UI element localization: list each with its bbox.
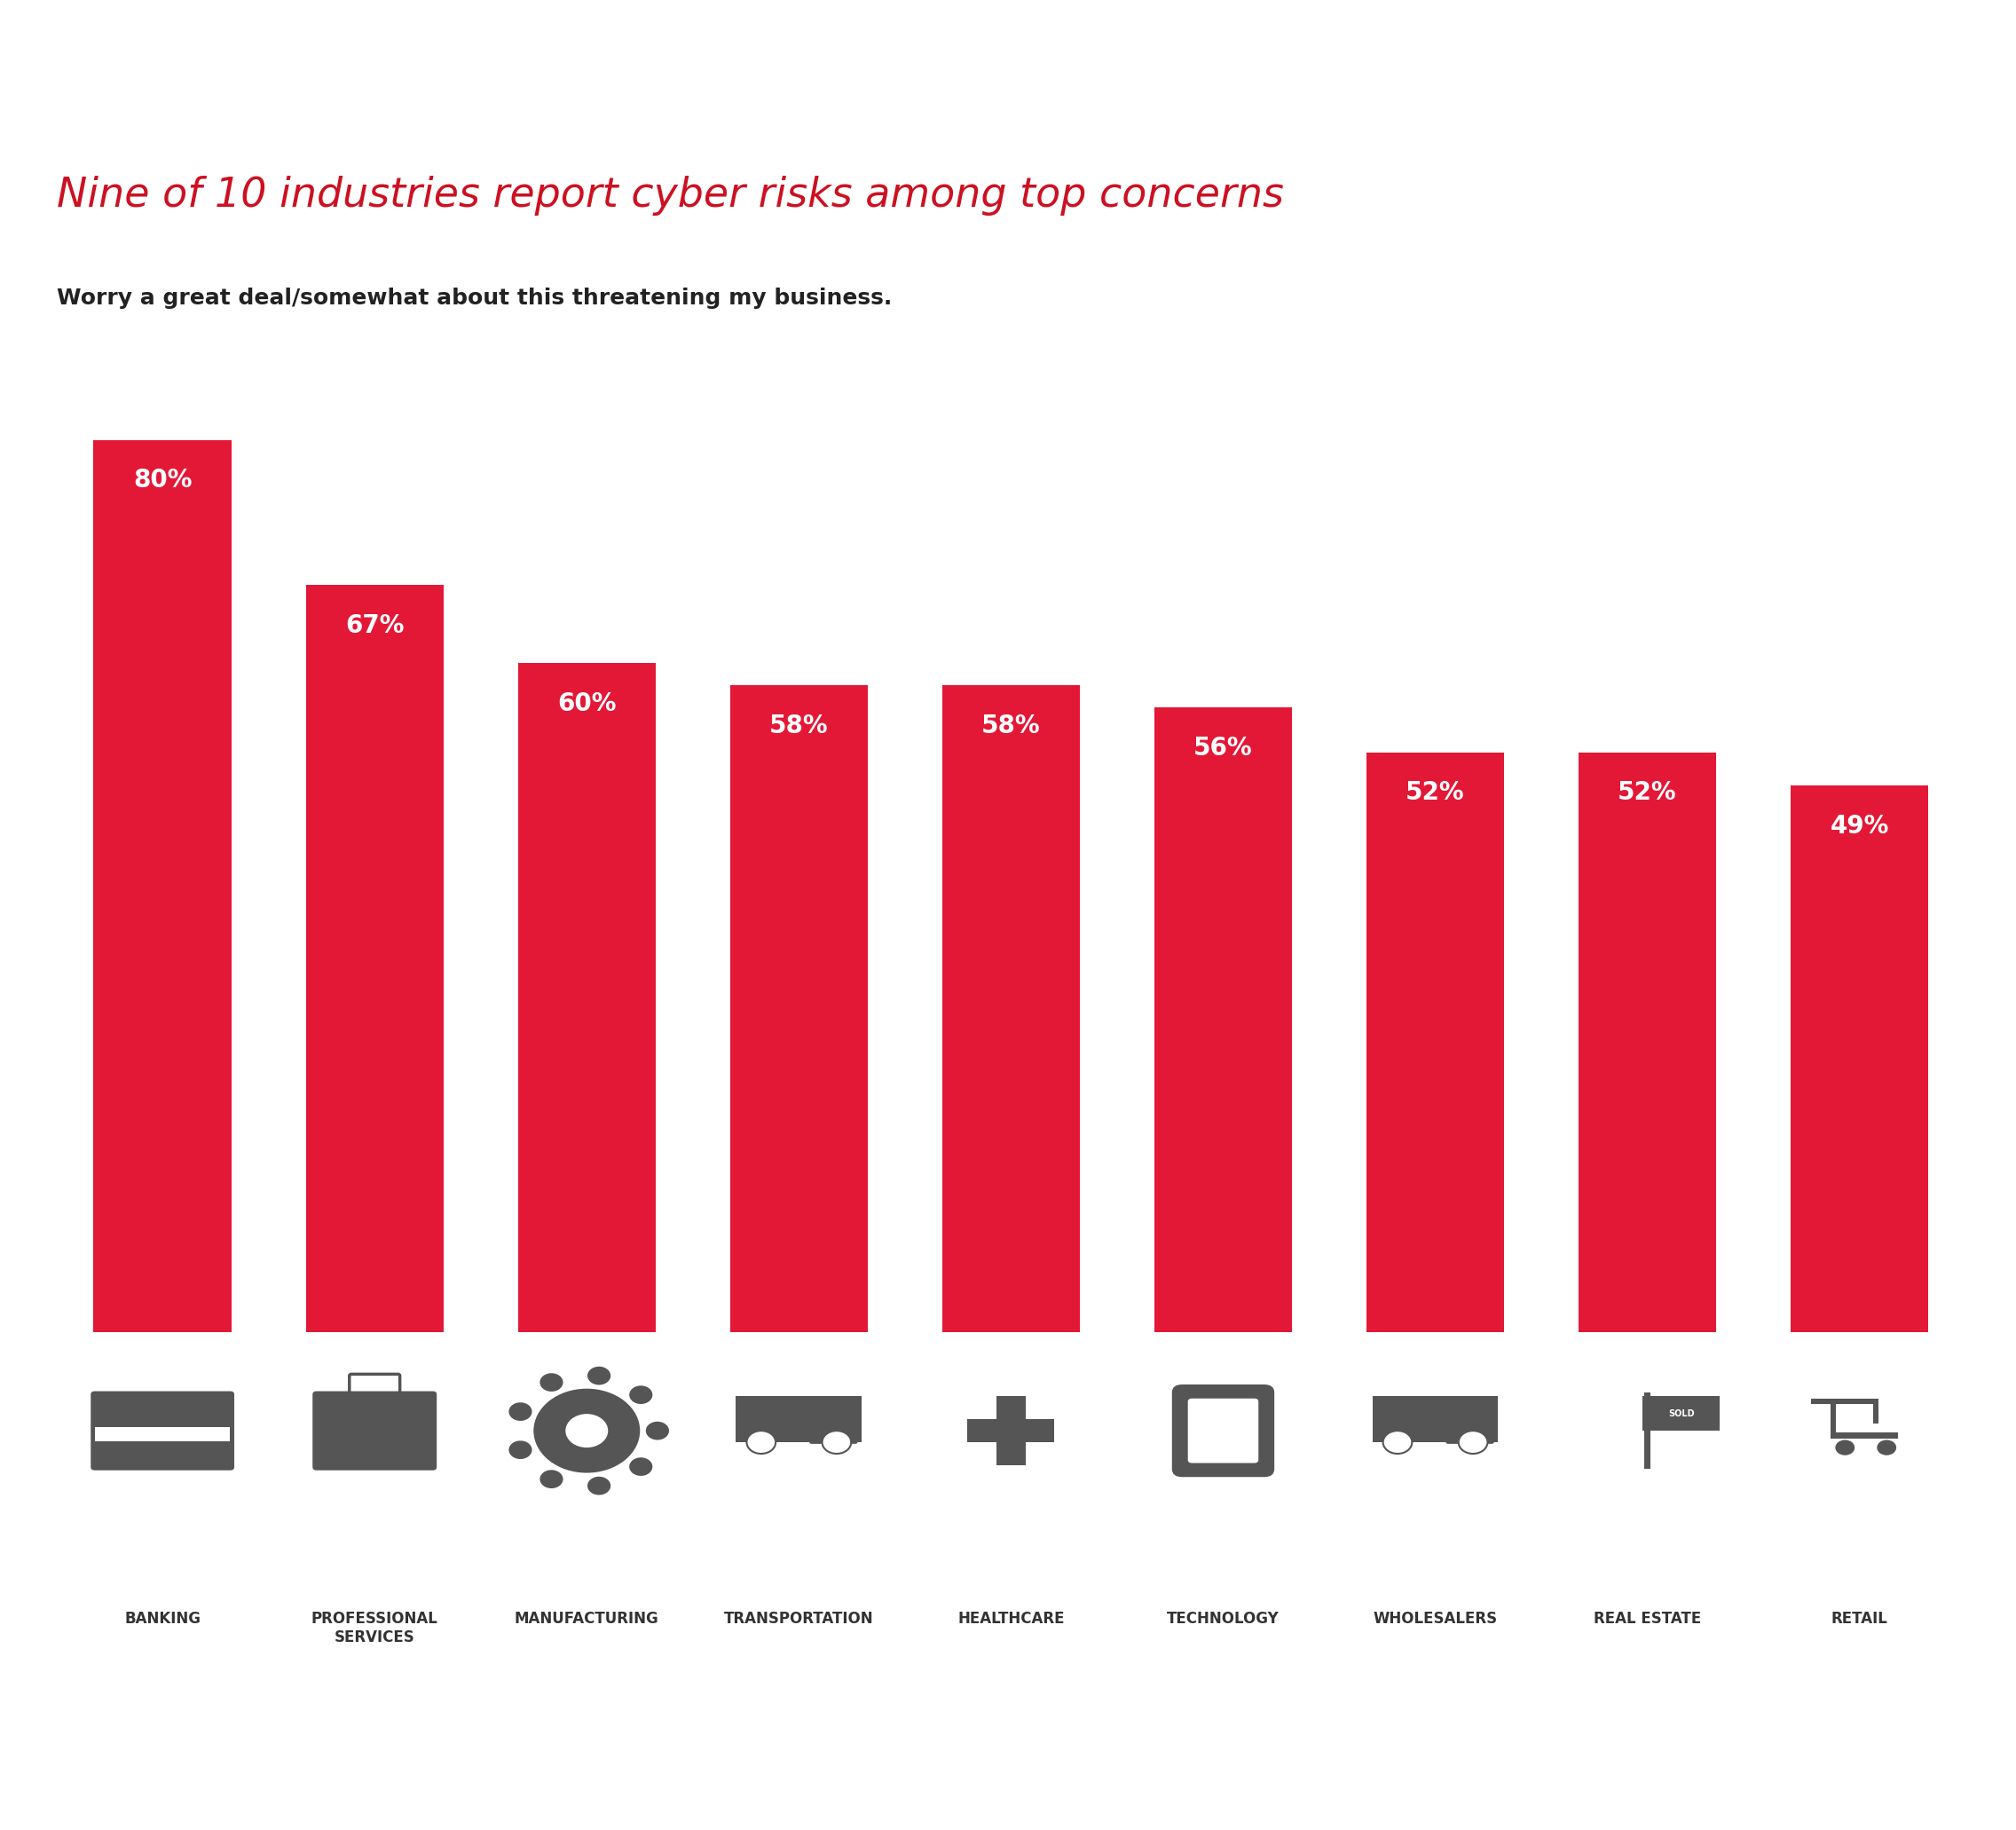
Text: PROFESSIONAL
SERVICES: PROFESSIONAL SERVICES [310, 1610, 437, 1645]
Circle shape [564, 1415, 609, 1448]
Text: Travelers Business Risk Index 2015  |  CYBER: Travelers Business Risk Index 2015 | CYB… [1405, 57, 1960, 82]
Text: MANUFACTURING: MANUFACTURING [514, 1610, 659, 1627]
Circle shape [508, 1440, 532, 1459]
Bar [941, 686, 1081, 1332]
Bar [518, 662, 655, 1332]
Text: SOLD: SOLD [1667, 1409, 1693, 1418]
Text: TECHNOLOGY: TECHNOLOGY [1167, 1610, 1280, 1627]
Text: REAL ESTATE: REAL ESTATE [1593, 1610, 1702, 1627]
Bar [93, 441, 232, 1332]
Circle shape [1458, 1431, 1488, 1453]
Text: HEALTHCARE: HEALTHCARE [958, 1610, 1064, 1627]
Circle shape [587, 1367, 611, 1385]
Circle shape [823, 1431, 851, 1453]
Text: CYBER: CYBER [1869, 57, 1960, 82]
Bar [95, 1427, 230, 1442]
Bar [1810, 1398, 1879, 1404]
Bar [1373, 1396, 1498, 1442]
Bar [736, 1396, 861, 1442]
Text: TRAVELERS: TRAVELERS [1768, 1757, 1966, 1788]
FancyBboxPatch shape [312, 1391, 437, 1469]
FancyBboxPatch shape [1171, 1385, 1274, 1477]
Circle shape [629, 1385, 653, 1404]
Text: 52%: 52% [1619, 780, 1677, 805]
Text: 60%: 60% [556, 692, 617, 716]
Text: 56%: 56% [1193, 736, 1252, 761]
Bar [730, 686, 867, 1332]
Bar [968, 1420, 1054, 1442]
Bar [306, 586, 444, 1332]
Circle shape [508, 1402, 532, 1420]
Circle shape [540, 1469, 562, 1488]
Circle shape [746, 1431, 776, 1453]
Text: Worry a great deal/somewhat about this threatening my business.: Worry a great deal/somewhat about this t… [56, 287, 891, 309]
Text: Nine of 10 industries report cyber risks among top concerns: Nine of 10 industries report cyber risks… [56, 176, 1284, 216]
Bar [1873, 1398, 1879, 1424]
Text: 58%: 58% [982, 714, 1040, 737]
Bar [1579, 752, 1716, 1332]
Circle shape [1383, 1431, 1411, 1453]
Bar [996, 1396, 1026, 1466]
Text: RETAIL: RETAIL [1831, 1610, 1887, 1627]
Circle shape [587, 1477, 611, 1495]
Text: WHOLESALERS: WHOLESALERS [1373, 1610, 1498, 1627]
FancyBboxPatch shape [1187, 1398, 1258, 1462]
Text: 49%: 49% [1831, 814, 1889, 838]
Circle shape [540, 1372, 562, 1391]
Text: TRANSPORTATION: TRANSPORTATION [724, 1610, 873, 1627]
Text: BANKING: BANKING [125, 1610, 202, 1627]
FancyBboxPatch shape [91, 1391, 234, 1469]
FancyBboxPatch shape [810, 1405, 857, 1444]
Text: 80%: 80% [133, 468, 192, 492]
Bar [1155, 708, 1292, 1332]
Bar [1645, 1393, 1651, 1469]
Text: Download the full report @ travelers.com/BusinessRiskIndex: Download the full report @ travelers.com… [50, 1760, 935, 1784]
Circle shape [629, 1457, 653, 1475]
Circle shape [1835, 1440, 1855, 1455]
Circle shape [645, 1422, 669, 1440]
Bar [1831, 1433, 1899, 1438]
FancyBboxPatch shape [1445, 1405, 1494, 1444]
Bar [1831, 1400, 1837, 1438]
Text: 67%: 67% [345, 613, 403, 639]
Bar [1367, 752, 1504, 1332]
Bar [1643, 1396, 1720, 1431]
Circle shape [534, 1389, 639, 1473]
Circle shape [1877, 1440, 1897, 1455]
Text: 52%: 52% [1405, 780, 1466, 805]
Bar [1790, 785, 1929, 1332]
Text: 58%: 58% [770, 714, 829, 737]
